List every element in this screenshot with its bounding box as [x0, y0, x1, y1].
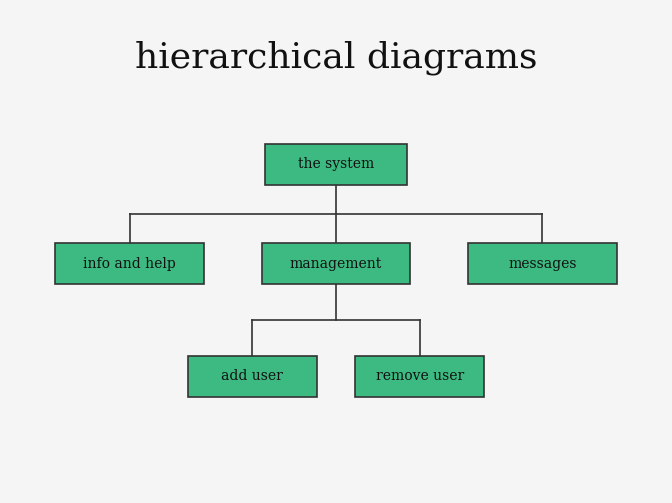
- FancyBboxPatch shape: [55, 243, 204, 284]
- FancyBboxPatch shape: [468, 243, 617, 284]
- Text: management: management: [290, 257, 382, 271]
- FancyBboxPatch shape: [262, 243, 410, 284]
- Text: remove user: remove user: [376, 369, 464, 383]
- Text: the system: the system: [298, 157, 374, 171]
- FancyBboxPatch shape: [355, 356, 485, 397]
- Text: messages: messages: [508, 257, 577, 271]
- Text: add user: add user: [221, 369, 283, 383]
- Text: info and help: info and help: [83, 257, 176, 271]
- Text: hierarchical diagrams: hierarchical diagrams: [135, 40, 537, 75]
- FancyBboxPatch shape: [265, 144, 407, 185]
- FancyBboxPatch shape: [187, 356, 317, 397]
